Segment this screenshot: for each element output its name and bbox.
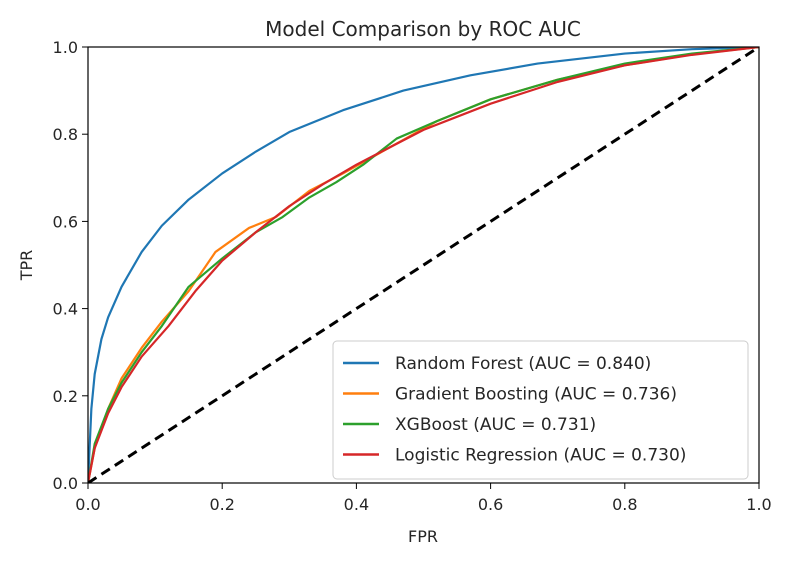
series-line-2 xyxy=(88,47,759,483)
y-tick-label: 1.0 xyxy=(53,38,78,57)
legend-entry: Logistic Regression (AUC = 0.730) xyxy=(395,446,686,466)
axes-frame xyxy=(87,46,760,484)
y-tick-label: 0.4 xyxy=(53,300,78,319)
legend-box xyxy=(332,340,749,480)
y-tick-label: 0.8 xyxy=(53,125,78,144)
legend-entry: Random Forest (AUC = 0.840) xyxy=(395,354,651,374)
y-axis-label: TPR xyxy=(17,250,36,282)
x-tick-label: 0.0 xyxy=(75,495,100,514)
x-tick-label: 0.8 xyxy=(612,495,637,514)
series-line-0 xyxy=(88,47,759,483)
y-tick-label: 0.0 xyxy=(53,474,78,493)
x-tick-label: 0.2 xyxy=(209,495,234,514)
y-tick-label: 0.2 xyxy=(53,387,78,406)
chart-title: Model Comparison by ROC AUC xyxy=(265,17,581,41)
chance-diagonal-line xyxy=(88,47,759,483)
x-axis-ticks: 0.0 0.2 0.4 0.6 0.8 1.0 xyxy=(75,483,772,514)
x-tick-label: 0.6 xyxy=(478,495,503,514)
legend-entry: XGBoost (AUC = 0.731) xyxy=(395,415,596,435)
y-tick-label: 0.6 xyxy=(53,212,78,231)
plot-area xyxy=(87,46,760,484)
legend: Random Forest (AUC = 0.840) Gradient Boos… xyxy=(332,340,749,480)
legend-entry: Gradient Boosting (AUC = 0.736) xyxy=(395,385,677,405)
y-axis-ticks: 0.0 0.2 0.4 0.6 0.8 1.0 xyxy=(53,38,88,493)
x-axis-label: FPR xyxy=(408,527,438,546)
x-tick-label: 1.0 xyxy=(746,495,771,514)
x-tick-label: 0.4 xyxy=(344,495,369,514)
series-line-3 xyxy=(88,47,759,483)
